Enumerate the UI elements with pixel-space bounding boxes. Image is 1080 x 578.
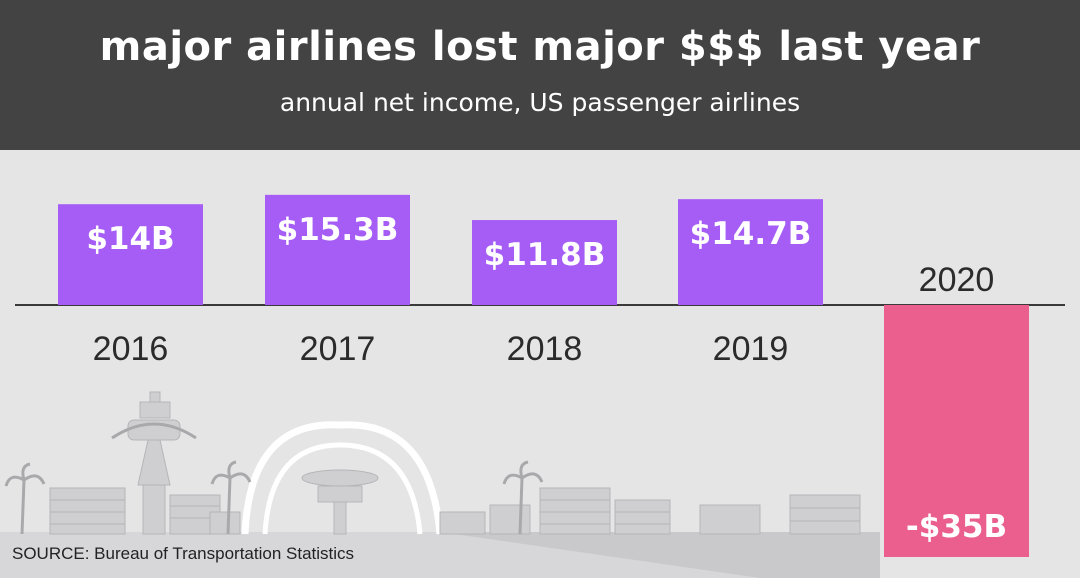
category-label-2020: 2020	[919, 261, 995, 299]
bar-value-label-2016: $14B	[86, 221, 174, 257]
category-label-2017: 2017	[300, 330, 376, 368]
bar-value-label-2017: $15.3B	[277, 212, 399, 248]
source-note: SOURCE: Bureau of Transportation Statist…	[12, 544, 355, 563]
bar-2017	[265, 194, 410, 305]
category-label-2018: 2018	[507, 330, 583, 368]
header-banner: major airlines lost major $$$ last year …	[0, 0, 1080, 150]
chart-subtitle: annual net income, US passenger airlines	[279, 88, 801, 117]
bar-value-label-2020: -$35B	[906, 509, 1007, 545]
chart-title: major airlines lost major $$$ last year	[99, 24, 981, 70]
bar-2016	[58, 204, 203, 305]
airport-skyline-illustration	[0, 391, 880, 578]
bar-2018	[472, 220, 617, 305]
bar-2019	[678, 199, 823, 305]
category-label-2016: 2016	[93, 330, 169, 368]
bar-value-label-2018: $11.8B	[484, 237, 606, 273]
category-label-2019: 2019	[713, 330, 789, 368]
bar-2020	[884, 305, 1029, 557]
bar-value-label-2019: $14.7B	[690, 216, 812, 252]
